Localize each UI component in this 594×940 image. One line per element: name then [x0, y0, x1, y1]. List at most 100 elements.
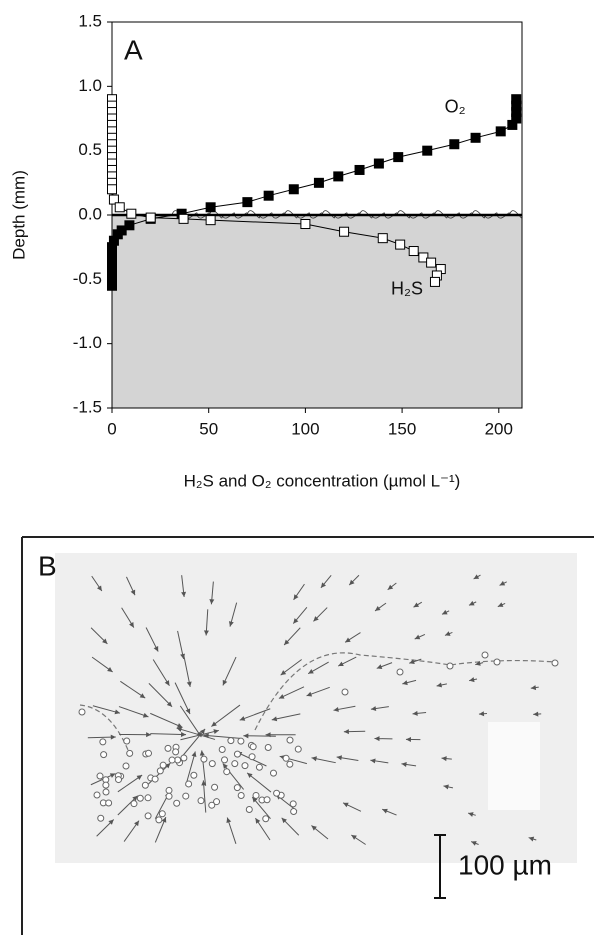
- particle: [397, 669, 403, 675]
- particle: [145, 813, 151, 819]
- x-axis-label: H₂S and O₂ concentration (µmol L⁻¹): [184, 471, 461, 490]
- y-tick-label: 1.0: [78, 76, 102, 95]
- x-tick-label: 200: [485, 419, 513, 438]
- particle: [174, 800, 180, 806]
- particle: [232, 761, 238, 767]
- particle: [238, 792, 244, 798]
- particle: [494, 659, 500, 665]
- particle: [98, 815, 104, 821]
- particle: [159, 811, 165, 817]
- particle: [283, 755, 289, 761]
- y-tick-label: 0.5: [78, 140, 102, 159]
- particle: [290, 801, 296, 807]
- particle: [198, 798, 204, 804]
- particle: [127, 750, 133, 756]
- data-point: [430, 277, 439, 286]
- data-point: [264, 191, 273, 200]
- particle: [249, 754, 255, 760]
- particle: [250, 744, 256, 750]
- data-point: [374, 159, 383, 168]
- particle: [146, 750, 152, 756]
- particle: [224, 769, 230, 775]
- data-point: [512, 95, 521, 104]
- particle: [263, 816, 269, 822]
- particle: [124, 738, 130, 744]
- data-point: [396, 240, 405, 249]
- micrograph-patch: [488, 722, 540, 810]
- particle: [103, 789, 109, 795]
- data-point: [146, 213, 155, 222]
- x-tick-label: 150: [388, 419, 416, 438]
- particle: [209, 761, 215, 767]
- y-tick-label: -0.5: [73, 269, 102, 288]
- particle: [106, 800, 112, 806]
- particle: [222, 757, 228, 763]
- particle: [246, 807, 252, 813]
- particle: [94, 792, 100, 798]
- particle: [234, 785, 240, 791]
- series-label: O₂: [445, 97, 466, 117]
- particle: [287, 737, 293, 743]
- particle: [131, 801, 137, 807]
- particle: [145, 795, 151, 801]
- particle: [242, 763, 248, 769]
- particle: [116, 777, 122, 783]
- y-tick-label: -1.0: [73, 333, 102, 352]
- data-point: [496, 127, 505, 136]
- particle: [186, 781, 192, 787]
- data-point: [355, 165, 364, 174]
- particle: [166, 787, 172, 793]
- particle: [447, 663, 453, 669]
- micrograph-background: [55, 553, 577, 863]
- particle: [264, 797, 270, 803]
- data-point: [115, 203, 124, 212]
- particle: [274, 790, 280, 796]
- particle: [101, 752, 107, 758]
- data-point: [471, 133, 480, 142]
- data-point: [394, 153, 403, 162]
- data-point: [301, 220, 310, 229]
- y-tick-label: -1.5: [73, 397, 102, 416]
- data-point: [423, 146, 432, 155]
- particle: [253, 792, 259, 798]
- particle: [482, 652, 488, 658]
- particle: [166, 793, 172, 799]
- x-tick-label: 0: [107, 419, 116, 438]
- x-tick-label: 100: [291, 419, 319, 438]
- data-point: [125, 221, 134, 230]
- data-point: [206, 216, 215, 225]
- particle: [228, 738, 234, 744]
- data-point: [243, 198, 252, 207]
- particle: [287, 761, 293, 767]
- particle: [79, 709, 85, 715]
- particle: [270, 770, 276, 776]
- sediment-shade: [112, 215, 522, 408]
- particle: [137, 795, 143, 801]
- data-point: [427, 258, 436, 267]
- particle: [191, 772, 197, 778]
- particle: [123, 763, 129, 769]
- panel-b: B 100 µm: [22, 537, 594, 935]
- particle: [183, 793, 189, 799]
- data-point: [179, 214, 188, 223]
- particle: [238, 738, 244, 744]
- particle: [157, 768, 163, 774]
- data-point: [340, 227, 349, 236]
- particle: [97, 773, 103, 779]
- data-point: [409, 247, 418, 256]
- particle: [256, 764, 262, 770]
- y-tick-label: 0.0: [78, 204, 102, 223]
- particle: [173, 749, 179, 755]
- particle: [169, 757, 175, 763]
- particle: [165, 745, 171, 751]
- y-tick-label: 1.5: [78, 11, 102, 30]
- particle: [552, 660, 558, 666]
- scale-bar-label: 100 µm: [458, 849, 552, 880]
- particle: [209, 802, 215, 808]
- particle: [100, 739, 106, 745]
- particle: [219, 747, 225, 753]
- particle: [295, 746, 301, 752]
